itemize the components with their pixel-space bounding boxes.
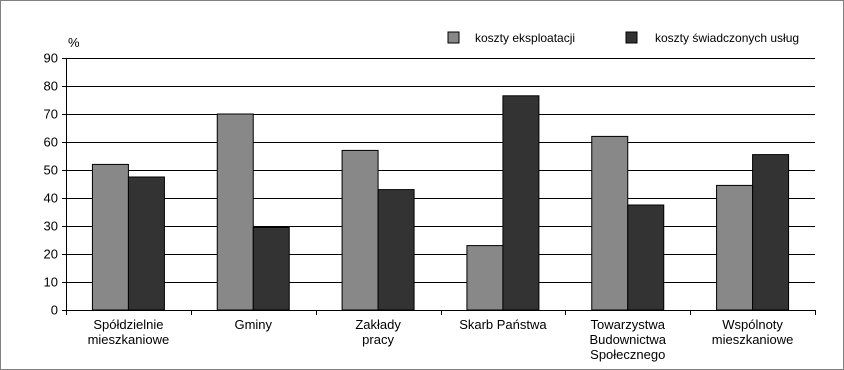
x-category-label-line: Skarb Państwa: [459, 317, 547, 332]
legend-label-series-2: koszty świadczonych usług: [655, 31, 799, 45]
legend-label-series-1: koszty eksploatacji: [475, 31, 575, 45]
x-category-label-line: mieszkaniowe: [88, 332, 170, 347]
bar-series-2: [627, 204, 665, 311]
x-category-label: Wspólnoty mieszkaniowe: [712, 317, 794, 347]
y-axis-unit-label: %: [68, 35, 80, 50]
y-tick-label: 30: [44, 219, 58, 234]
bar-series-1: [91, 163, 129, 311]
bar-series-1: [216, 113, 254, 311]
x-category-label-line: Spółdzielnie: [93, 317, 163, 332]
x-category-label-line: Gminy: [234, 317, 272, 332]
x-category-label-line: pracy: [362, 332, 394, 347]
y-tick-label: 90: [44, 51, 58, 66]
y-tick-label: 60: [44, 135, 58, 150]
bar-series-1: [591, 135, 629, 311]
axes: [62, 58, 816, 315]
bar-series-1: [466, 245, 504, 311]
x-category-label: Gminy: [234, 317, 272, 332]
grid: [66, 58, 815, 283]
legend: koszty eksploatacji koszty świadczonych u…: [447, 31, 799, 45]
x-category-label-line: Zakłady: [355, 317, 401, 332]
y-tick-label: 0: [51, 303, 58, 318]
x-category-label-line: Społecznego: [590, 347, 665, 362]
bar-series-2: [752, 154, 790, 311]
x-category-label-line: Towarzystwa: [591, 317, 666, 332]
x-category-label-line: mieszkaniowe: [712, 332, 794, 347]
y-tick-label: 80: [44, 79, 58, 94]
bar-series-1: [716, 184, 754, 311]
bar-series-2: [127, 176, 165, 311]
bar-series-1: [341, 149, 379, 311]
bar-series-2: [377, 189, 415, 311]
y-tick-label: 10: [44, 275, 58, 290]
y-tick-label: 20: [44, 247, 58, 262]
x-category-label: Towarzystwa Budownictwa Społecznego: [589, 317, 666, 362]
x-category-label: Spółdzielnie mieszkaniowe: [88, 317, 170, 347]
bar-series-2: [252, 226, 290, 311]
y-tick-label: 70: [44, 107, 58, 122]
bar-series-2: [502, 95, 540, 311]
x-category-label-line: Wspólnoty: [722, 317, 783, 332]
y-tick-label: 40: [44, 191, 58, 206]
y-tick-label: 50: [44, 163, 58, 178]
x-category-label: Zakłady pracy: [355, 317, 401, 347]
x-category-label: Skarb Państwa: [459, 317, 547, 332]
y-tick-labels: 0 10 20 30 40 50 60 70 80 90: [44, 51, 58, 318]
x-category-label-line: Budownictwa: [589, 332, 666, 347]
bars: [91, 95, 790, 311]
legend-swatch-series-2: [625, 31, 638, 44]
legend-swatch-series-1: [447, 31, 460, 44]
